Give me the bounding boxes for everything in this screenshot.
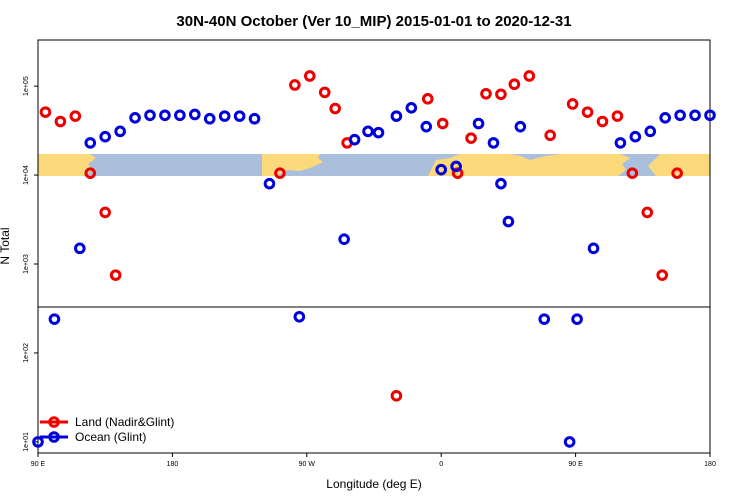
land-america-pacific-coast — [648, 154, 710, 176]
ocean-point — [587, 242, 600, 255]
y-tick-label: 1e+02 — [23, 343, 30, 363]
ocean-point — [435, 163, 448, 176]
ocean-point — [472, 117, 485, 130]
chart-title: 30N-40N October (Ver 10_MIP) 2015-01-01 … — [176, 13, 571, 30]
land-point — [329, 102, 341, 115]
land-point — [84, 167, 97, 179]
land-eurasia-africa — [428, 154, 630, 176]
land-point — [508, 78, 521, 91]
land-point — [465, 132, 477, 144]
land-point — [99, 206, 111, 219]
land-point — [69, 110, 82, 122]
land-point — [318, 86, 331, 99]
ocean-point — [48, 313, 61, 325]
ocean-point — [495, 177, 507, 190]
x-tick-label: 180 — [167, 461, 179, 468]
land-point — [109, 269, 122, 281]
ocean-point — [99, 130, 111, 143]
ocean-point — [233, 110, 246, 122]
land-point — [581, 106, 594, 118]
land-point — [421, 93, 434, 105]
ocean-point — [514, 120, 527, 133]
x-axis: 90 E 180 90 W 0 90 E 180 — [31, 453, 716, 468]
land-point — [274, 167, 286, 179]
land-point — [566, 98, 579, 110]
ocean-point — [674, 109, 686, 122]
ocean-point — [571, 313, 583, 325]
ocean-point — [614, 137, 627, 149]
ocean-point — [659, 112, 672, 124]
land-point — [596, 115, 609, 128]
land-point — [480, 87, 492, 100]
ocean-point — [362, 125, 374, 138]
land-point — [544, 129, 557, 142]
ocean-point — [348, 133, 361, 146]
land-point — [626, 167, 639, 179]
ocean-point — [114, 125, 126, 138]
ocean-point — [689, 109, 701, 122]
ocean-point — [248, 112, 261, 125]
ocean-point — [420, 120, 433, 133]
land-point — [39, 106, 52, 118]
land-asia-west — [38, 154, 96, 176]
ocean-point — [502, 215, 515, 228]
ocean-point — [450, 160, 462, 173]
x-tick-label: 90 W — [299, 461, 316, 468]
ocean-point — [32, 436, 44, 448]
y-tick-label: 1e+01 — [23, 432, 30, 452]
land-point — [671, 167, 683, 179]
ocean-point — [538, 313, 551, 325]
land-point — [523, 70, 536, 82]
x-tick-label: 90 E — [568, 461, 583, 468]
land-point — [611, 110, 624, 122]
x-tick-label: 90 E — [31, 461, 46, 468]
land-point — [656, 269, 669, 281]
land-point — [495, 88, 507, 101]
ocean-point — [218, 110, 231, 122]
land-point — [303, 70, 316, 82]
legend-label-land: Land (Nadir&Glint) — [75, 415, 174, 429]
y-tick-label: 1e+03 — [23, 254, 30, 274]
ocean-point — [563, 436, 576, 448]
legend-marker-land — [48, 416, 60, 428]
world-map-band — [38, 154, 710, 176]
ocean-point — [263, 177, 276, 190]
x-tick-label: 0 — [439, 461, 443, 468]
ocean-point — [84, 137, 97, 149]
x-tick-label: 180 — [704, 461, 716, 468]
ocean-point — [203, 112, 216, 125]
land-point — [54, 115, 67, 128]
legend-marker-ocean — [48, 431, 60, 443]
y-axis: 1e+01 1e+02 1e+03 1e+04 1e+05 — [23, 76, 38, 452]
ocean-point — [338, 233, 350, 246]
ocean-point — [629, 130, 642, 143]
ocean-point — [293, 310, 306, 323]
land-point — [436, 117, 449, 130]
legend: Land (Nadir&Glint) Ocean (Glint) — [40, 415, 174, 444]
ocean-point — [129, 112, 141, 124]
plot-frame — [37, 39, 711, 454]
ocean-point — [74, 242, 86, 255]
data-points — [32, 70, 716, 448]
ocean-point — [487, 137, 500, 149]
ocean-point — [405, 102, 418, 114]
ocean-point — [372, 126, 385, 139]
y-tick-label: 1e+05 — [23, 76, 30, 96]
ocean-point — [644, 125, 657, 138]
ocean-point — [159, 109, 171, 122]
land-point — [451, 167, 464, 179]
ocean-point — [704, 109, 716, 122]
x-axis-title: Longitude (deg E) — [326, 477, 421, 491]
y-tick-label: 1e+04 — [23, 165, 30, 185]
legend-label-ocean: Ocean (Glint) — [75, 430, 146, 444]
ocean-point — [174, 109, 186, 122]
y-axis-title: N Total — [0, 227, 12, 264]
land-point — [289, 79, 301, 91]
ocean-point — [390, 110, 403, 122]
land-point — [641, 206, 654, 219]
land-point — [390, 389, 403, 402]
ocean-point — [189, 108, 201, 121]
ocean-point — [144, 109, 156, 122]
